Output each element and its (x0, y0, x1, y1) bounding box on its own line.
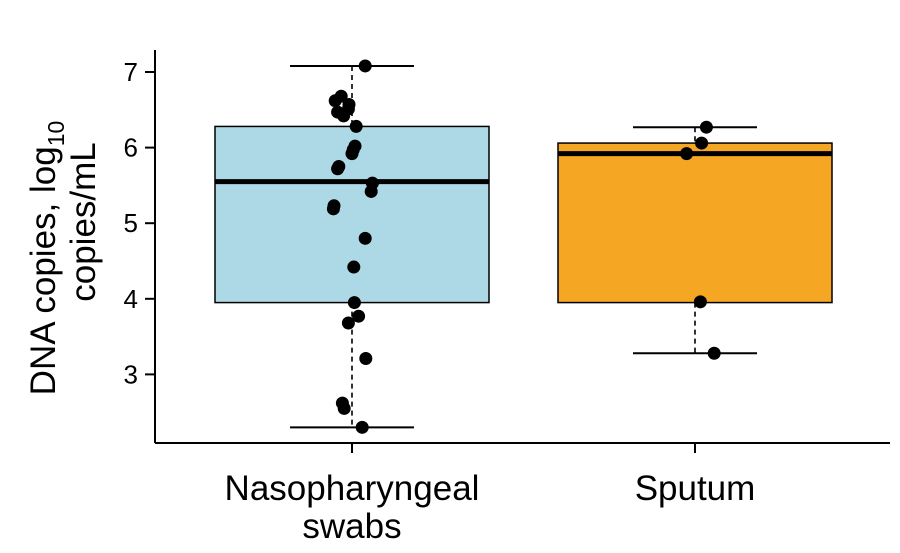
data-point (358, 231, 372, 245)
data-point (337, 109, 351, 123)
data-point (347, 296, 361, 310)
data-point (326, 202, 340, 216)
data-point (345, 147, 359, 161)
y-tick-label: 3 (124, 359, 138, 389)
y-tick-label: 4 (124, 284, 138, 314)
y-tick-label: 7 (124, 57, 138, 87)
data-point (358, 59, 372, 73)
data-point (328, 94, 342, 108)
y-axis-title: DNA copies, log10 (24, 121, 69, 396)
data-point (341, 316, 355, 330)
svg-text:DNA copies, log10: DNA copies, log10 (24, 121, 69, 396)
y-tick-label: 5 (124, 208, 138, 238)
y-axis-title-line2: copies/mL (64, 142, 103, 302)
x-category-label: Nasopharyngeal (225, 469, 480, 508)
y-axis-title-subscript: 10 (43, 121, 69, 147)
data-point (347, 260, 361, 274)
data-point (359, 352, 373, 366)
y-axis-title-main: DNA copies, log (24, 146, 63, 395)
box-iqr (557, 142, 833, 304)
y-axis-title-units: copies/mL (64, 142, 103, 302)
data-point (693, 295, 707, 309)
y-tick-label: 6 (124, 133, 138, 163)
data-point (699, 120, 713, 134)
data-point (331, 162, 345, 176)
x-category-label: Sputum (635, 469, 756, 508)
data-point (352, 309, 366, 323)
data-point (349, 119, 363, 133)
data-point (337, 401, 351, 415)
x-category-label: swabs (302, 507, 401, 546)
data-point (364, 184, 378, 198)
data-point (695, 136, 709, 150)
data-point (355, 420, 369, 434)
data-point (707, 346, 721, 360)
data-point (680, 147, 694, 161)
